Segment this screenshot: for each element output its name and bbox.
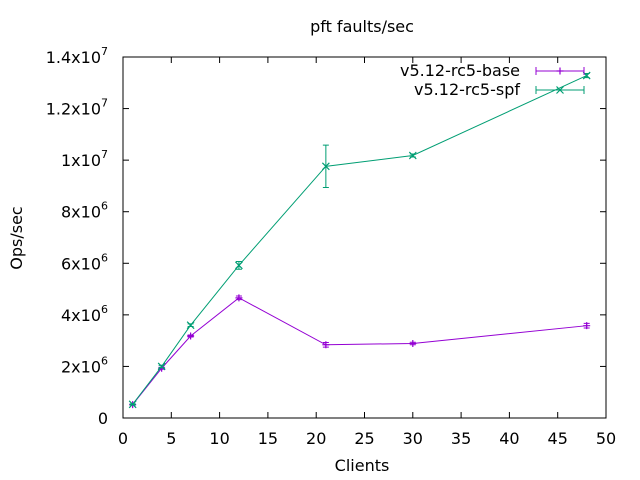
- plot-series: [128, 71, 591, 409]
- x-tick-label: 50: [596, 429, 616, 448]
- y-tick-label: 2x106: [61, 354, 108, 376]
- data-point: [321, 162, 330, 171]
- data-point: [128, 400, 137, 409]
- data-point: [235, 294, 243, 302]
- x-tick-label: 10: [209, 429, 229, 448]
- legend-label: v5.12-rc5-spf: [414, 80, 520, 99]
- x-tick-label: 30: [403, 429, 423, 448]
- data-point: [187, 332, 195, 340]
- y-axis-label: Ops/sec: [7, 206, 26, 269]
- axes: 0 5 10 15 20 25 30 35 40 45 50 0 2x106 4x106 6x106 8x10…: [46, 45, 616, 448]
- legend-marker: [556, 86, 564, 94]
- x-tick-label: 20: [306, 429, 326, 448]
- legend-marker: [556, 67, 564, 75]
- data-point: [408, 151, 417, 160]
- x-tick-label: 45: [548, 429, 568, 448]
- x-axis-label: Clients: [335, 456, 390, 475]
- y-tick-label: 8x106: [61, 200, 108, 222]
- chart-title: pft faults/sec: [310, 17, 414, 36]
- data-point: [186, 321, 195, 330]
- x-tick-label: 0: [118, 429, 128, 448]
- y-tick-label: 1.2x107: [46, 97, 108, 119]
- x-tick-label: 40: [499, 429, 519, 448]
- x-tick-label: 5: [166, 429, 176, 448]
- y-tick-label: 1x107: [61, 148, 108, 170]
- y-tick-label: 0: [98, 409, 108, 428]
- x-tick-label: 25: [354, 429, 374, 448]
- y-tick-label: 1.4x107: [46, 45, 108, 67]
- data-point: [157, 362, 166, 371]
- data-point: [583, 322, 591, 330]
- x-tick-label: 15: [258, 429, 278, 448]
- series-v5.12-rc5-base: [129, 294, 591, 409]
- legend-label: v5.12-rc5-base: [400, 61, 520, 80]
- series-v5.12-rc5-spf: [128, 71, 591, 409]
- x-tick-label: 35: [451, 429, 471, 448]
- y-tick-label: 6x106: [61, 251, 108, 273]
- y-tick-label: 4x106: [61, 303, 108, 325]
- data-point: [322, 341, 330, 349]
- data-point: [234, 261, 243, 270]
- data-point: [409, 339, 417, 347]
